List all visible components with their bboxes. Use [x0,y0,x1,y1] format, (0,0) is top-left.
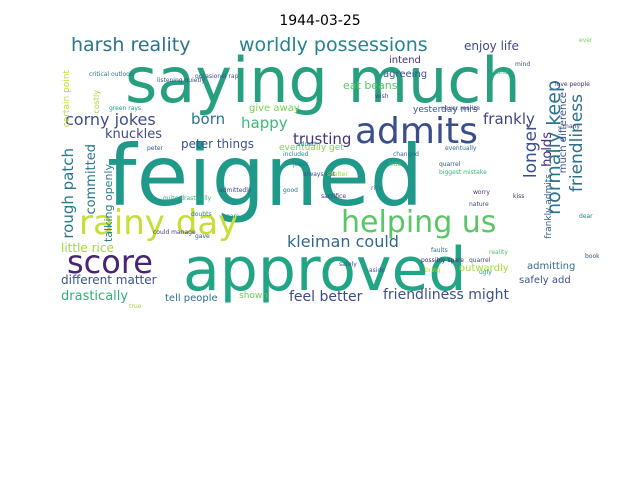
word: kiss [513,193,525,200]
word: jokes [293,161,309,168]
word: admittedly [219,187,252,194]
word: rice [371,185,383,192]
word: quarrel [469,257,491,264]
word: peter [147,145,164,152]
word: much difference [558,92,569,174]
word: book [585,253,599,260]
word: aside [369,267,385,274]
word: safely add [519,275,571,286]
word: kleiman could [287,232,399,251]
word: eat beans [343,79,398,92]
word: quite drastically [163,195,212,202]
word: feel better [289,289,363,305]
word: included [283,151,309,158]
word-cloud: feigned saying much approved rainy day a… [59,34,599,314]
word: true [129,303,142,310]
word: shown [239,291,268,301]
word: committed [84,144,99,215]
word: friendliness might [383,287,510,303]
word: mind [515,61,531,68]
word: tell people [165,293,218,304]
word: outwardly [459,263,509,274]
word: score [67,243,153,281]
word: drastically [61,289,129,304]
word: listening quietly [157,77,206,84]
word: talking openly [102,164,115,243]
word: quarrel [439,161,461,168]
word: occasional rap [195,73,239,80]
word: rough patch [59,148,77,239]
word: peter things [181,137,254,151]
word: longer [521,124,541,179]
word: intend [389,55,421,66]
word: could manage [153,229,196,236]
word: never realize [441,105,480,112]
word: shelter [327,171,348,178]
word: spare [223,213,240,220]
word: trusting [293,130,352,148]
word: helping us [341,205,497,240]
word: corny jokes [65,110,156,129]
word: safely [339,261,357,268]
word: bring [425,267,441,274]
word: frankly [483,110,535,128]
word: rainy day [79,203,239,243]
word: little rice [61,241,114,255]
word: possibly spare [421,257,464,264]
word: always eat [303,171,336,178]
word: saying much [125,44,521,117]
word: dear [579,213,593,220]
word: costly [92,90,101,114]
word: gave [195,233,210,240]
word: certain point [62,70,72,128]
word: eventually [445,145,477,152]
figure-title: 1944-03-25 [279,13,361,29]
word: harsh reality [71,34,191,56]
word: frankly admits [544,174,554,239]
word: green rays [109,105,142,112]
word: nature [469,201,489,208]
word: ugly [479,269,492,276]
word: critical outlook [89,71,134,78]
word: born [191,110,226,128]
word: happy [241,114,288,132]
word: eventually get [279,143,344,153]
word: wish [375,93,389,100]
word: sacrifice [321,193,347,200]
word: many [563,123,580,130]
word: admits [355,111,478,152]
word: enjoy life [464,39,519,53]
word: admitting [527,261,576,272]
word: good [283,187,298,194]
word: side [389,161,402,168]
word: faults [431,247,448,254]
word: approved [183,235,467,305]
word: different matter [61,273,157,287]
word: reality [489,249,508,256]
word: worldly possessions [239,34,428,56]
word: yesterday mrs [413,105,478,115]
word: friendliness [567,94,587,193]
word: ever [579,37,593,44]
word: worry [473,189,490,196]
word: added [297,141,316,148]
word: feigned [107,127,424,225]
word: love people [555,81,590,88]
word: give away [249,103,300,114]
word: agreeing [383,69,428,80]
word: kind [495,69,508,76]
word: doubts [191,211,212,218]
word: changed [393,151,419,158]
word: biggest mistake [439,169,487,176]
word: knuckles [105,127,163,142]
